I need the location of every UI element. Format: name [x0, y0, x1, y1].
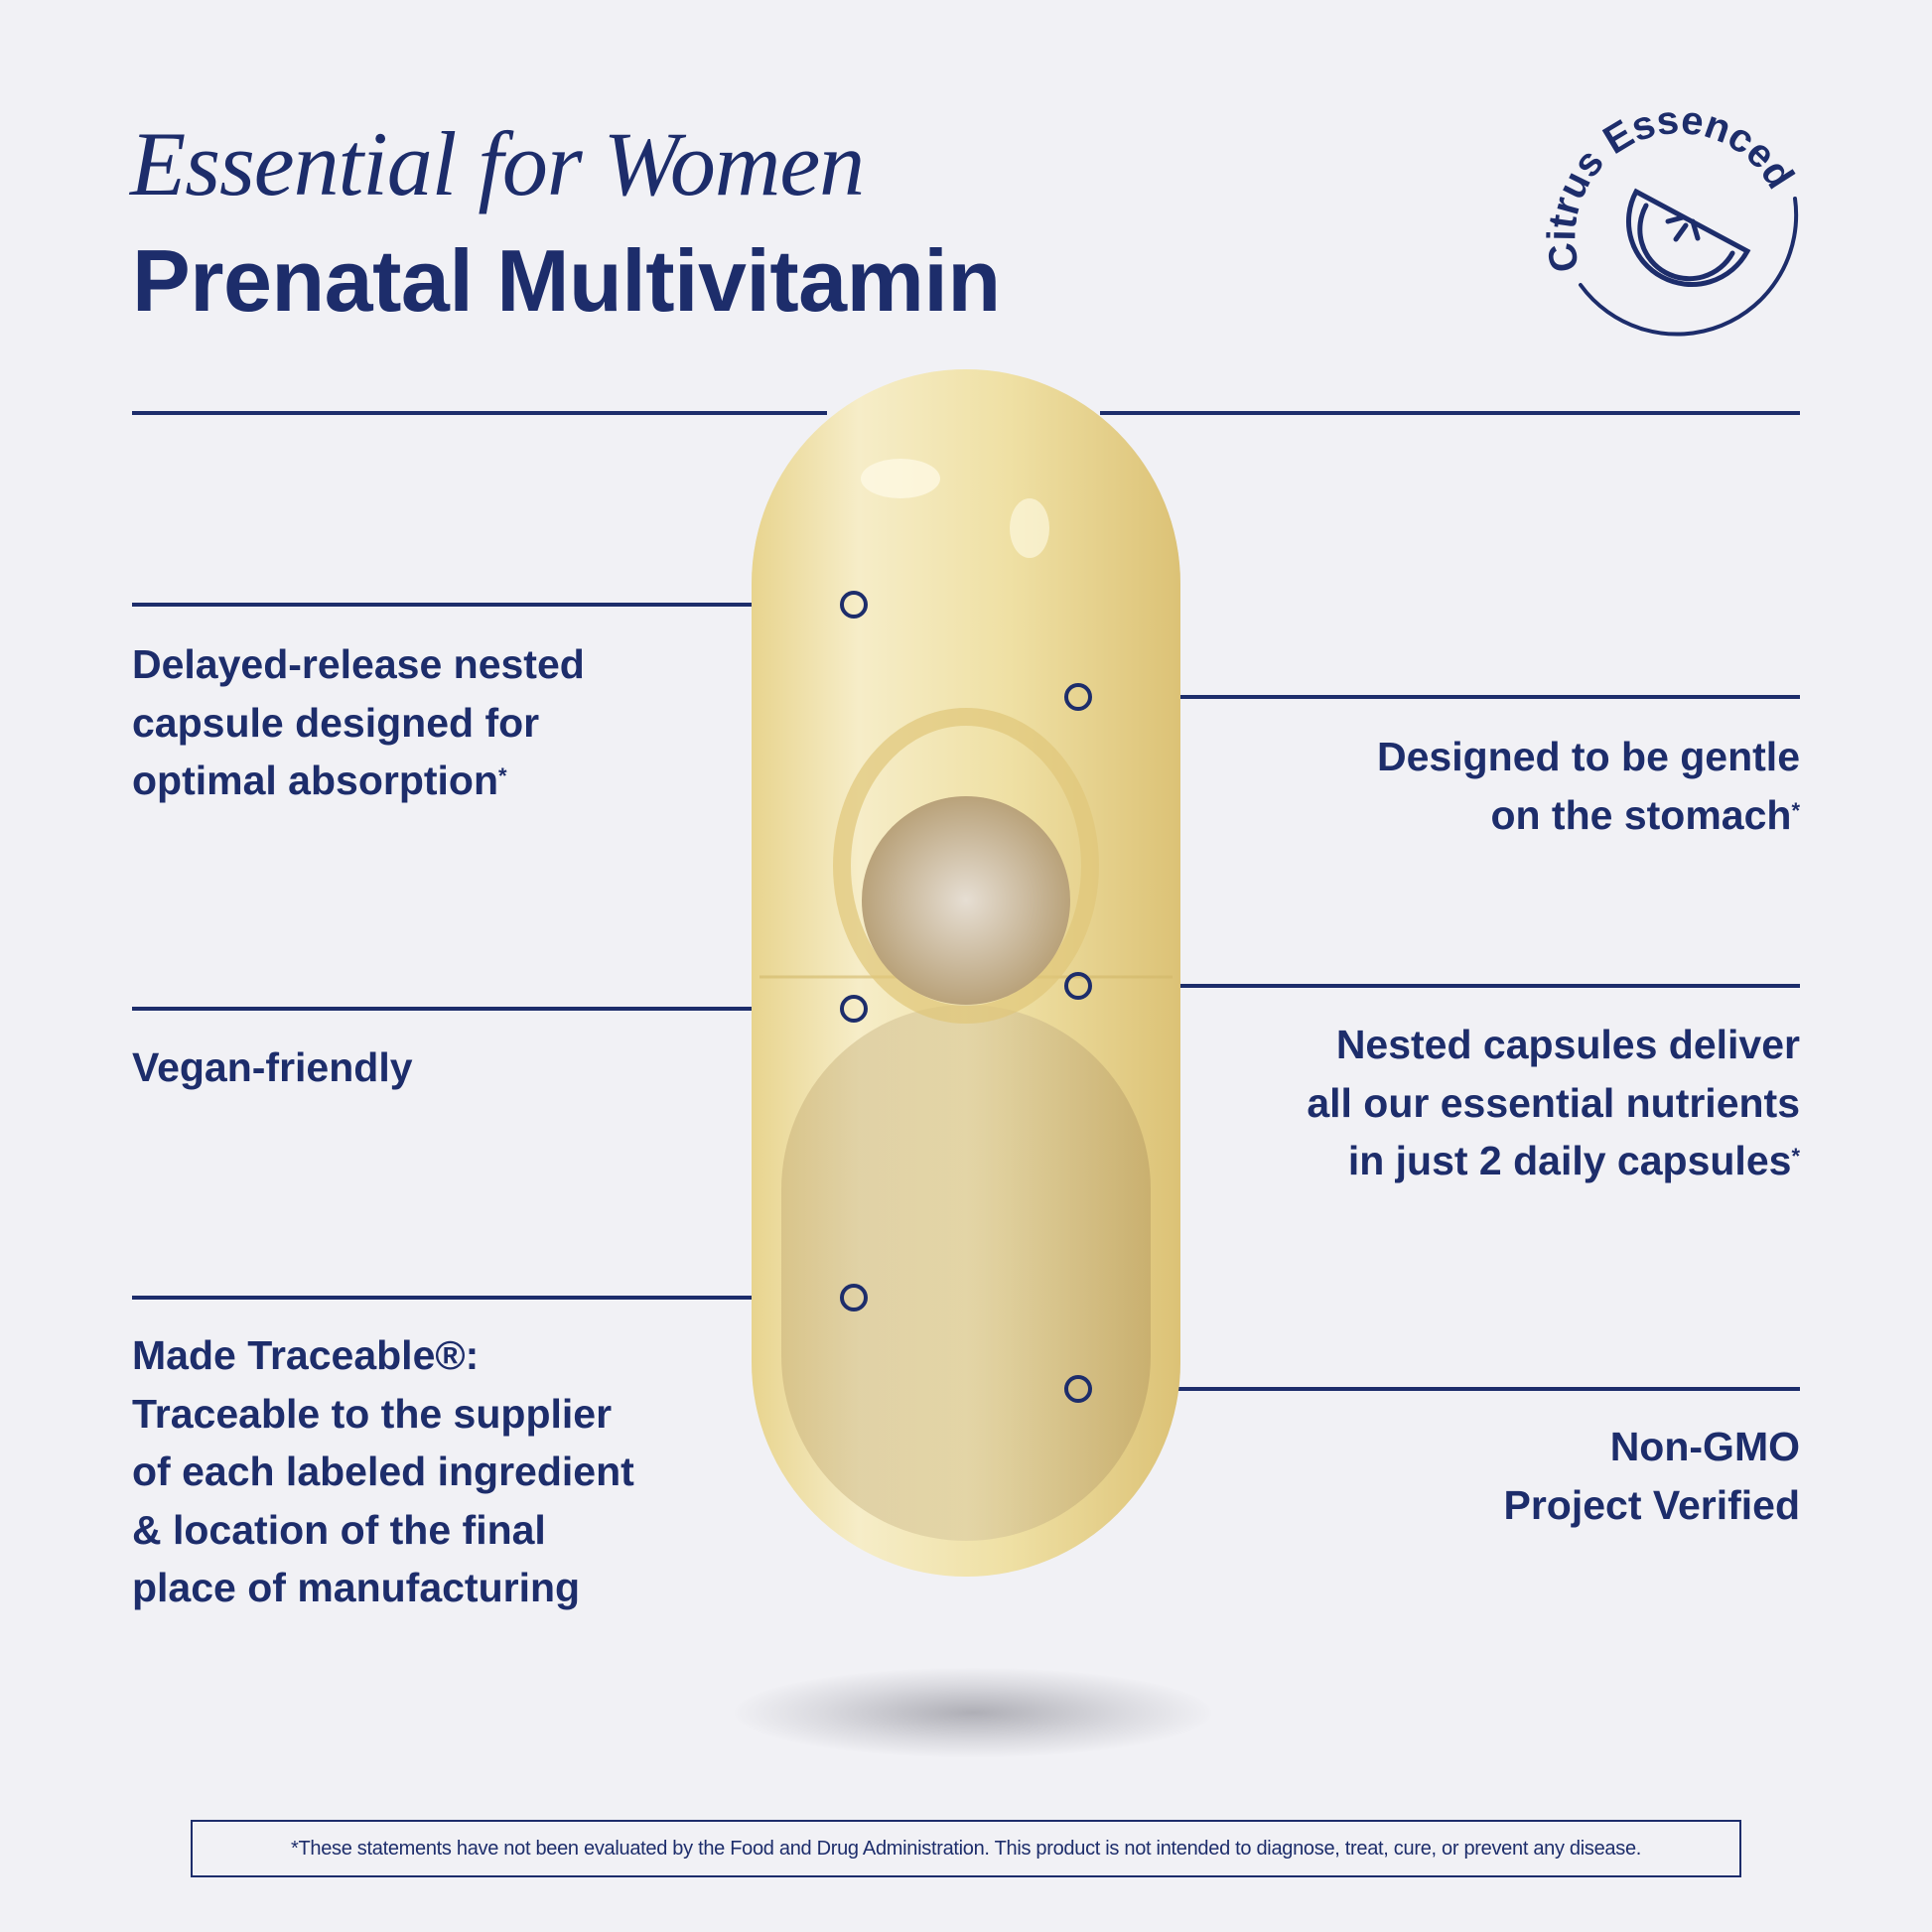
callout-line-right-2 — [1092, 984, 1800, 988]
feature-traceable: Made Traceable®: Traceable to the suppli… — [132, 1332, 634, 1610]
top-divider-right — [1100, 411, 1800, 415]
capsule-image — [752, 369, 1180, 1577]
feature-gentle-stomach: Designed to be gentle on the stomach* — [1377, 734, 1800, 838]
feature-delayed-release: Delayed-release nested capsule designed … — [132, 641, 585, 803]
callout-dot-right-2 — [1064, 972, 1092, 1000]
callout-line-left-2 — [132, 1007, 842, 1011]
product-line-title: Essential for Women — [130, 113, 865, 214]
feature-non-gmo: Non-GMO Project Verified — [1503, 1424, 1800, 1528]
citrus-slice-icon — [1625, 188, 1751, 287]
fda-disclaimer: *These statements have not been evaluate… — [191, 1820, 1741, 1877]
callout-line-right-3 — [1092, 1387, 1800, 1391]
feature-nested-capsules: Nested capsules deliver all our essentia… — [1307, 1022, 1800, 1183]
badge-text: Citrus Essenced — [1540, 98, 1802, 276]
top-divider-left — [132, 411, 827, 415]
callout-dot-right-1 — [1064, 683, 1092, 711]
callout-dot-left-3 — [840, 1284, 868, 1311]
callout-line-left-3 — [132, 1296, 842, 1300]
citrus-essenced-badge: Citrus Essenced — [1540, 98, 1802, 337]
callout-line-left-1 — [132, 603, 842, 607]
badge-arc — [1579, 197, 1799, 337]
product-title: Prenatal Multivitamin — [132, 231, 1001, 330]
capsule-shadow — [735, 1668, 1211, 1757]
feature-vegan: Vegan-friendly — [132, 1044, 413, 1090]
callout-dot-left-1 — [840, 591, 868, 619]
callout-dot-right-3 — [1064, 1375, 1092, 1403]
callout-line-right-1 — [1092, 695, 1800, 699]
callout-dot-left-2 — [840, 995, 868, 1023]
